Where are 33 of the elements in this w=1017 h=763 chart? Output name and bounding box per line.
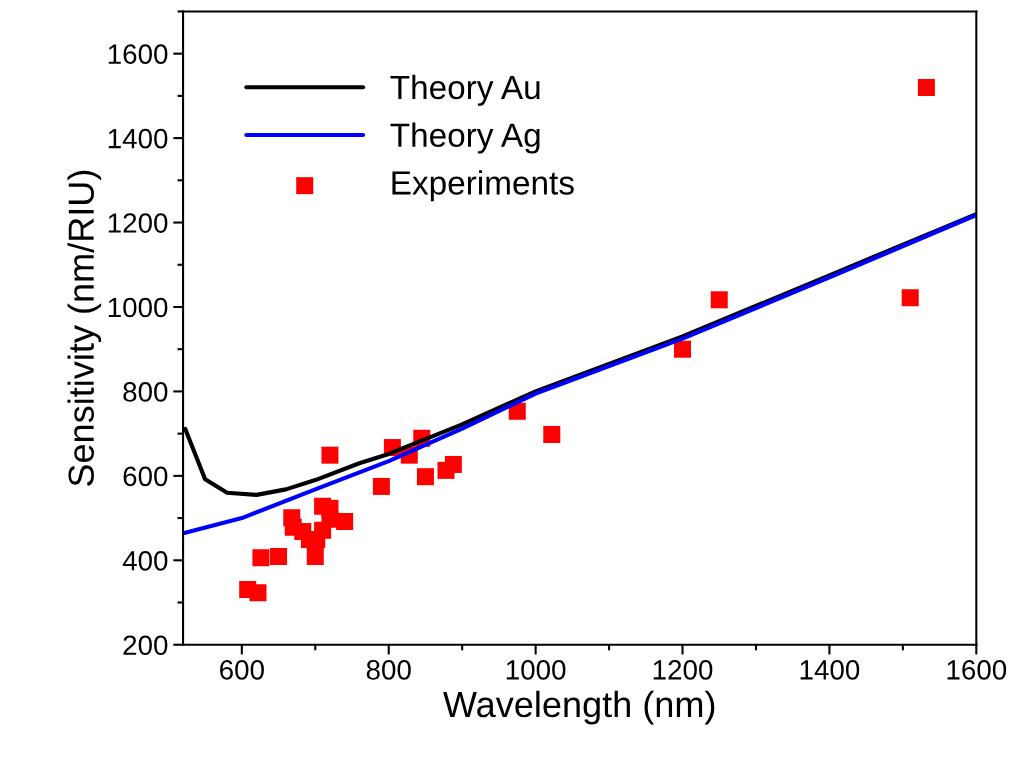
point xyxy=(416,468,434,486)
point xyxy=(249,584,267,602)
point xyxy=(372,477,390,495)
point xyxy=(710,291,728,309)
x-tick-label: 600 xyxy=(220,660,264,680)
y-tick-label: 600 xyxy=(123,466,168,487)
point xyxy=(306,547,324,565)
x-tick-label: 1600 xyxy=(947,660,1007,680)
point xyxy=(901,289,919,307)
point xyxy=(336,512,354,530)
x-tick-label: 1400 xyxy=(800,660,860,680)
point xyxy=(543,425,561,443)
legend-label: Theory Ag xyxy=(390,122,540,154)
point xyxy=(674,340,692,358)
point xyxy=(444,455,462,473)
x-tick-label: 1200 xyxy=(653,660,713,680)
y-tick-label: 200 xyxy=(123,635,168,656)
y-tick-label: 1000 xyxy=(108,297,168,318)
point xyxy=(252,549,270,567)
y-tick-label: 800 xyxy=(123,382,168,402)
y-tick-label: 1400 xyxy=(108,128,168,149)
legend-label: Experiments xyxy=(392,170,574,202)
point xyxy=(917,78,935,96)
y-axis-title: Sensitivity (nm/RIU) xyxy=(67,170,102,486)
x-tick-label: 800 xyxy=(366,660,411,680)
x-axis-title: Wavelength (nm) xyxy=(443,690,715,725)
y-tick-label: 1200 xyxy=(108,213,168,233)
y-tick-label: 400 xyxy=(122,550,168,571)
point xyxy=(321,446,339,464)
point xyxy=(270,547,288,565)
x-tick-label: 1000 xyxy=(506,660,566,680)
legend-label: Theory Au xyxy=(390,74,540,106)
y-tick-label: 1600 xyxy=(108,44,168,64)
